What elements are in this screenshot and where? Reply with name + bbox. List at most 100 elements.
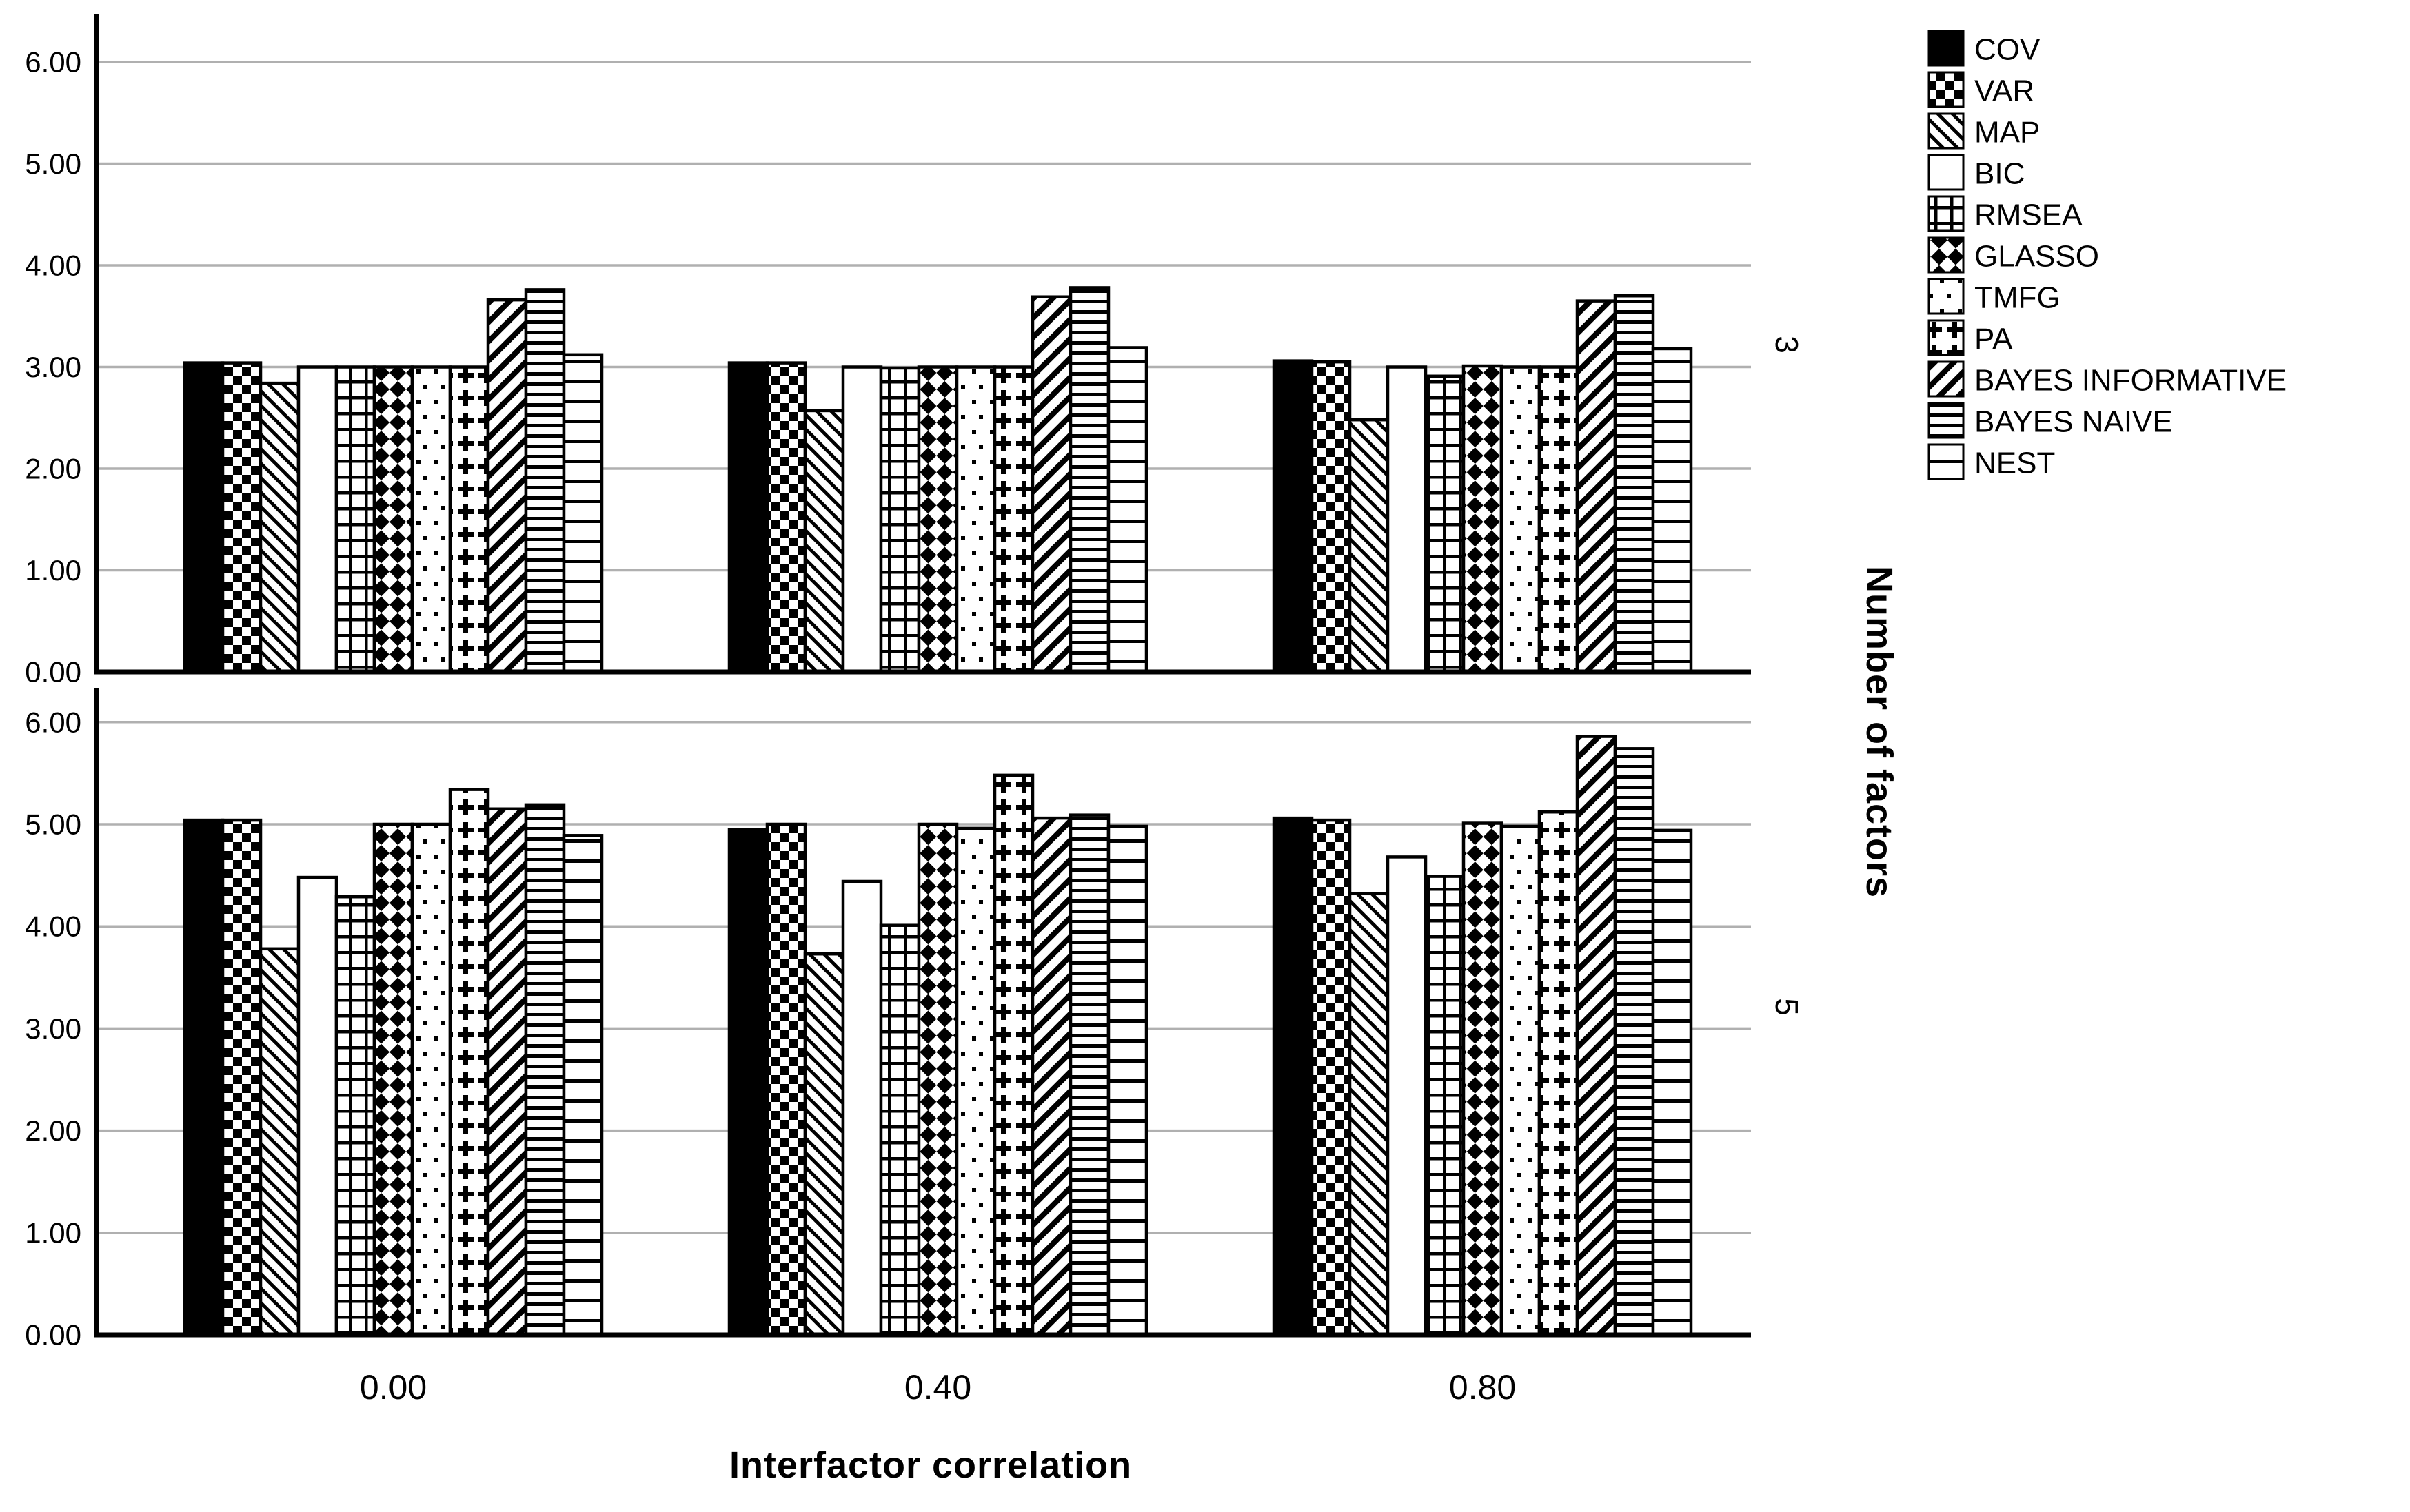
bar-bayes-naive-f5-0.00 bbox=[524, 803, 566, 1337]
right-axis-title: Number of factors bbox=[1859, 565, 1900, 899]
legend-label-bic: BIC bbox=[1974, 157, 2025, 191]
bar-bic-f3-0.00 bbox=[296, 365, 338, 674]
bar-tmfg-f5-0.80 bbox=[1499, 824, 1541, 1337]
bar-bic-f5-0.40 bbox=[841, 879, 883, 1337]
legend-swatch-bic bbox=[1927, 154, 1965, 191]
bar-rmsea-f5-0.80 bbox=[1424, 875, 1466, 1337]
bar-nest-f5-0.40 bbox=[1106, 824, 1148, 1337]
legend-swatch-bayes-naive bbox=[1927, 402, 1965, 439]
bar-bayes-informative-f5-0.00 bbox=[486, 807, 528, 1337]
bar-bic-f5-0.00 bbox=[296, 875, 338, 1337]
panel-factors-3: 6.00 5.00 4.00 3.00 2.00 1.00 0.00 bbox=[25, 14, 1751, 688]
y-tick-label: 5.00 bbox=[25, 808, 81, 841]
bar-var-f3-0.40 bbox=[765, 361, 807, 674]
bar-cov-f3-0.00 bbox=[183, 361, 225, 674]
legend-swatch-pa bbox=[1927, 319, 1965, 356]
legend-label-glasso: GLASSO bbox=[1974, 240, 2099, 274]
y-tick-label: 4.00 bbox=[25, 249, 81, 282]
y-tick-label: 0.00 bbox=[25, 656, 81, 688]
legend-label-pa: PA bbox=[1974, 323, 2013, 356]
y-tick-label: 6.00 bbox=[25, 706, 81, 738]
bar-cov-f5-0.40 bbox=[727, 828, 769, 1337]
bar-cov-f5-0.80 bbox=[1272, 816, 1314, 1337]
bar-map-f3-0.80 bbox=[1348, 418, 1390, 674]
bar-map-f5-0.40 bbox=[803, 952, 845, 1337]
bar-pa-f5-0.40 bbox=[993, 773, 1035, 1337]
bar-map-f5-0.00 bbox=[259, 947, 301, 1337]
bar-rmsea-f3-0.40 bbox=[879, 366, 921, 674]
bar-nest-f3-0.40 bbox=[1106, 346, 1148, 674]
x-axis-title: Interfactor correlation bbox=[729, 1444, 1133, 1486]
bar-var-f5-0.80 bbox=[1310, 818, 1352, 1337]
bar-bayes-naive-f3-0.40 bbox=[1069, 286, 1111, 674]
y-tick-label: 6.00 bbox=[25, 46, 81, 79]
legend-swatch-map bbox=[1927, 112, 1965, 150]
y-tick-label: 5.00 bbox=[25, 147, 81, 180]
y-tick-label: 2.00 bbox=[25, 1114, 81, 1147]
bar-bayes-naive-f5-0.40 bbox=[1069, 813, 1111, 1337]
legend-swatch-nest bbox=[1927, 443, 1965, 480]
legend-label-map: MAP bbox=[1974, 116, 2040, 150]
legend-label-tmfg: TMFG bbox=[1974, 281, 2060, 315]
bar-tmfg-f3-0.40 bbox=[955, 365, 997, 674]
bar-var-f3-0.00 bbox=[221, 361, 263, 674]
bar-map-f3-0.40 bbox=[803, 409, 845, 674]
legend-swatch-bayes-informative bbox=[1927, 360, 1965, 398]
bar-var-f3-0.80 bbox=[1310, 360, 1352, 674]
bar-var-f5-0.00 bbox=[221, 818, 263, 1337]
bar-nest-f5-0.00 bbox=[562, 834, 604, 1337]
bar-rmsea-f5-0.40 bbox=[879, 923, 921, 1337]
legend: COV VAR MAP BIC RMSEA GLASSO TMFG PA BAYES INFOR… bbox=[1927, 30, 2287, 480]
bar-glasso-f5-0.80 bbox=[1461, 821, 1503, 1337]
facet-label-5: 5 bbox=[1769, 998, 1805, 1016]
bar-glasso-f3-0.40 bbox=[917, 365, 959, 674]
y-tick-label: 0.00 bbox=[25, 1319, 81, 1351]
panel-factors-5: 6.00 5.00 4.00 3.00 2.00 1.00 0.00 bbox=[25, 688, 1751, 1351]
bar-glasso-f3-0.80 bbox=[1461, 364, 1503, 674]
bar-bayes-informative-f5-0.40 bbox=[1031, 816, 1073, 1337]
bar-tmfg-f5-0.40 bbox=[955, 826, 997, 1337]
x-tick-label-0.00: 0.00 bbox=[360, 1368, 427, 1407]
x-tick-label-0.80: 0.80 bbox=[1449, 1368, 1516, 1407]
y-tick-label: 3.00 bbox=[25, 351, 81, 383]
bar-glasso-f5-0.00 bbox=[372, 822, 414, 1337]
bar-var-f5-0.40 bbox=[765, 822, 807, 1337]
legend-label-bayes-naive: BAYES NAIVE bbox=[1974, 405, 2173, 439]
legend-label-cov: COV bbox=[1974, 33, 2041, 67]
bar-rmsea-f3-0.80 bbox=[1424, 374, 1466, 674]
bar-tmfg-f3-0.00 bbox=[410, 365, 452, 674]
bar-bayes-informative-f5-0.80 bbox=[1575, 735, 1617, 1337]
bar-nest-f3-0.00 bbox=[562, 353, 604, 674]
legend-label-nest: NEST bbox=[1974, 447, 2055, 480]
bar-bayes-naive-f3-0.00 bbox=[524, 288, 566, 674]
bar-cov-f5-0.00 bbox=[183, 818, 225, 1337]
bar-pa-f5-0.80 bbox=[1537, 810, 1579, 1337]
legend-swatch-var bbox=[1927, 71, 1965, 108]
bar-bic-f3-0.40 bbox=[841, 365, 883, 674]
legend-label-rmsea: RMSEA bbox=[1974, 198, 2083, 232]
y-tick-label: 1.00 bbox=[25, 1216, 81, 1249]
bar-tmfg-f3-0.80 bbox=[1499, 365, 1541, 674]
bar-tmfg-f5-0.00 bbox=[410, 822, 452, 1337]
bar-pa-f5-0.00 bbox=[448, 788, 490, 1337]
bar-map-f5-0.80 bbox=[1348, 892, 1390, 1337]
bar-bayes-naive-f5-0.80 bbox=[1613, 747, 1655, 1337]
bar-glasso-f3-0.00 bbox=[372, 365, 414, 674]
legend-swatch-rmsea bbox=[1927, 195, 1965, 232]
bar-nest-f3-0.80 bbox=[1651, 347, 1693, 674]
bar-bayes-informative-f3-0.00 bbox=[486, 298, 528, 674]
bar-bic-f5-0.80 bbox=[1386, 855, 1428, 1337]
legend-swatch-cov bbox=[1927, 30, 1965, 67]
bar-bayes-informative-f3-0.40 bbox=[1031, 295, 1073, 674]
legend-label-bayes-informative: BAYES INFORMATIVE bbox=[1974, 364, 2287, 398]
y-tick-label: 3.00 bbox=[25, 1012, 81, 1045]
bar-cov-f3-0.80 bbox=[1272, 359, 1314, 674]
bar-bayes-naive-f3-0.80 bbox=[1613, 294, 1655, 674]
bar-map-f3-0.00 bbox=[259, 381, 301, 674]
bar-rmsea-f5-0.00 bbox=[334, 895, 376, 1337]
bar-bayes-informative-f3-0.80 bbox=[1575, 299, 1617, 674]
bar-nest-f5-0.80 bbox=[1651, 828, 1693, 1337]
y-tick-label: 4.00 bbox=[25, 910, 81, 943]
